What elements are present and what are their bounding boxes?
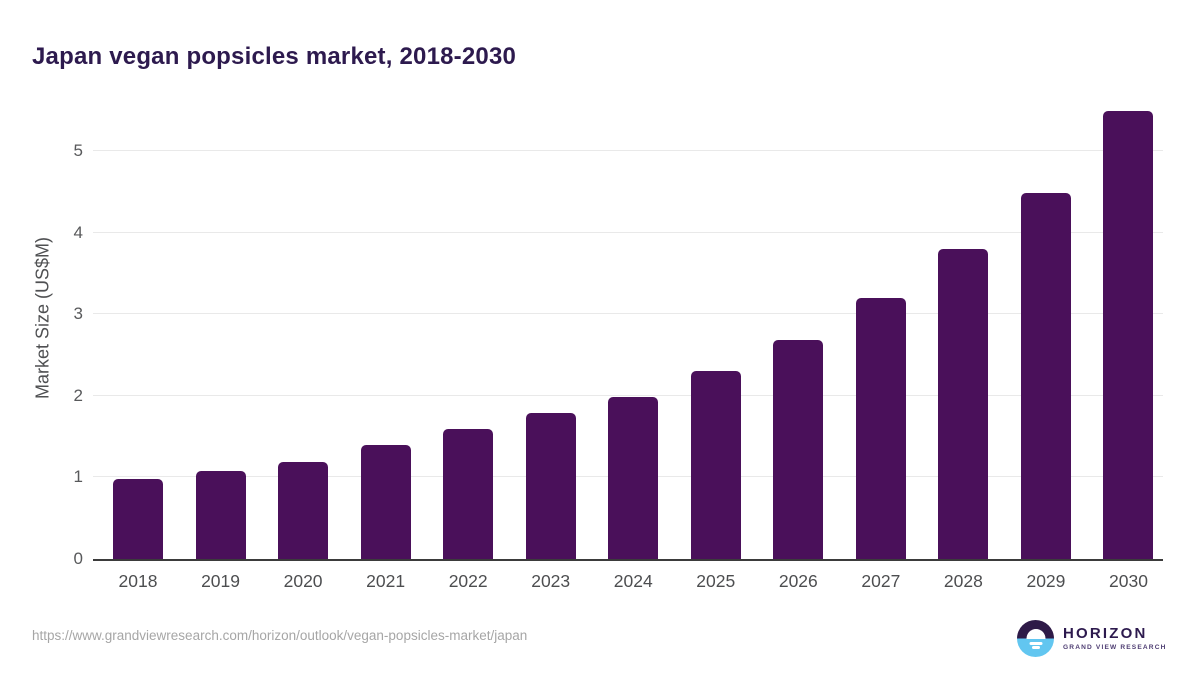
- x-tick-label: 2025: [696, 571, 736, 591]
- bar-2024[interactable]: [608, 397, 659, 559]
- x-tick-label: 2029: [1026, 571, 1066, 591]
- x-tick-label: 2030: [1109, 571, 1148, 591]
- y-tick-label: 4: [73, 222, 83, 242]
- bar-2018[interactable]: [113, 479, 163, 559]
- horizon-logo: HORIZON GRAND VIEW RESEARCH: [1017, 620, 1167, 657]
- bar-2027[interactable]: [855, 297, 906, 559]
- bar-2028[interactable]: [938, 248, 989, 559]
- x-tick-label: 2024: [613, 571, 653, 591]
- x-tick-label: 2026: [778, 571, 818, 591]
- bar-2023[interactable]: [525, 412, 576, 559]
- logo-wave-icon: [1031, 646, 1040, 649]
- bar-2030[interactable]: [1103, 111, 1154, 559]
- x-tick-label: 2018: [118, 571, 158, 591]
- x-tick-label: 2020: [283, 571, 323, 591]
- bar-2025[interactable]: [690, 371, 741, 559]
- bar-2022[interactable]: [443, 429, 494, 559]
- x-tick-label: 2027: [861, 571, 901, 591]
- bar-2019[interactable]: [195, 470, 246, 559]
- y-tick-label: 1: [73, 467, 83, 487]
- bar-2026[interactable]: [773, 339, 824, 559]
- gridline-y-3: [93, 313, 1163, 315]
- plot-area: 0 1 2 3 4 5 2018 2019 2020 2021 2022 2023 2024 2025 20…: [74, 99, 1163, 591]
- logo-text-block: HORIZON GRAND VIEW RESEARCH: [1063, 624, 1167, 652]
- bar-2021[interactable]: [360, 444, 411, 559]
- logo-subtitle: GRAND VIEW RESEARCH: [1063, 644, 1167, 652]
- logo-sun-dome: [1026, 629, 1045, 639]
- y-tick-label: 3: [73, 304, 83, 324]
- gridline-y-4: [93, 231, 1163, 233]
- chart-title: Japan vegan popsicles market, 2018-2030: [32, 43, 517, 71]
- x-tick-label: 2022: [448, 571, 488, 591]
- y-tick-label: 5: [73, 141, 83, 160]
- bar-2029[interactable]: [1020, 193, 1071, 559]
- source-url: https://www.grandviewresearch.com/horizo…: [32, 628, 528, 643]
- y-tick-label: 2: [73, 385, 83, 405]
- bar-2020[interactable]: [278, 461, 329, 559]
- gridline-y-2: [93, 394, 1163, 396]
- y-tick-label: 0: [73, 549, 83, 568]
- x-tick-label: 2028: [943, 571, 983, 591]
- logo-wave-icon: [1029, 641, 1042, 645]
- x-tick-label: 2019: [201, 571, 240, 591]
- x-tick-label: 2023: [531, 571, 571, 591]
- horizon-logo-icon: [1017, 620, 1054, 657]
- x-tick-label: 2021: [366, 571, 406, 591]
- logo-name: HORIZON: [1063, 624, 1148, 642]
- gridline-y-5: [93, 150, 1163, 151]
